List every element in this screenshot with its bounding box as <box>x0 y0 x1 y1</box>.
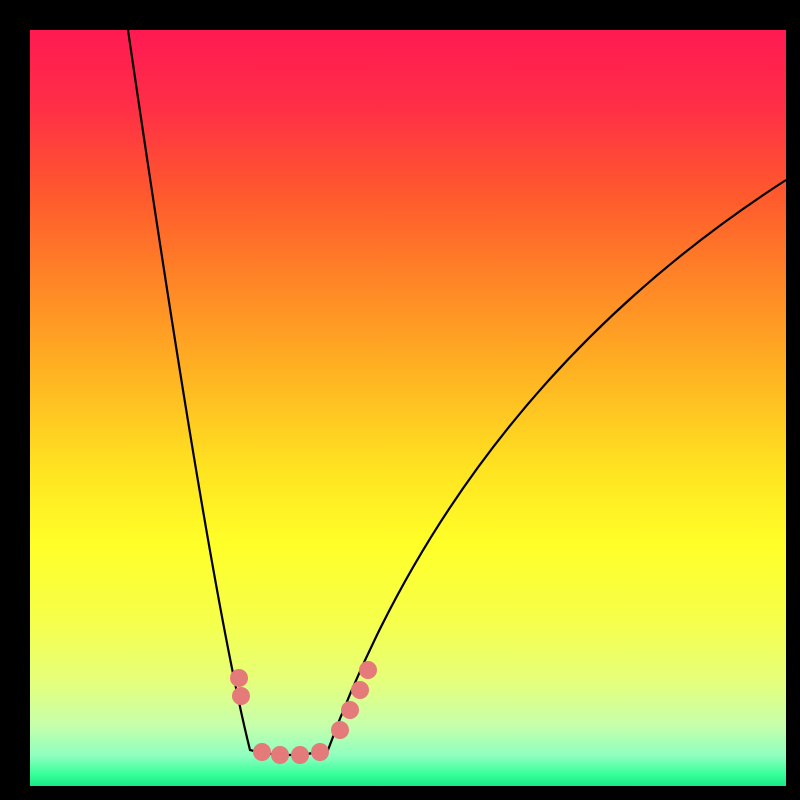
curve-marker <box>271 746 289 764</box>
plot-area <box>30 30 786 786</box>
curve-marker <box>351 681 369 699</box>
border-right <box>786 0 800 800</box>
chart-frame: TheBottleneck.com <box>0 0 800 800</box>
curve-layer <box>30 30 786 786</box>
border-top <box>0 0 800 30</box>
curve-marker <box>291 746 309 764</box>
border-left <box>0 0 30 800</box>
curve-marker <box>341 701 359 719</box>
curve-marker <box>311 743 329 761</box>
bottleneck-curve <box>128 30 786 755</box>
marker-group <box>230 661 377 764</box>
curve-marker <box>232 687 250 705</box>
curve-marker <box>331 721 349 739</box>
curve-marker <box>230 669 248 687</box>
curve-marker <box>359 661 377 679</box>
border-bottom <box>0 786 800 800</box>
curve-marker <box>253 743 271 761</box>
